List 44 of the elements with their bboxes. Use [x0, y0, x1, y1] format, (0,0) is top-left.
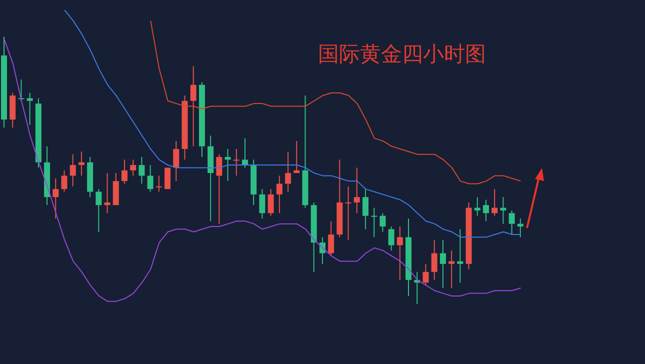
- candlestick: [362, 188, 368, 230]
- candlestick: [388, 226, 394, 252]
- candlestick: [233, 148, 240, 176]
- candlestick: [440, 239, 446, 288]
- candlestick: [517, 218, 524, 238]
- candlestick: [500, 196, 506, 224]
- candlestick: [371, 207, 378, 238]
- candlestick: [328, 220, 334, 256]
- candlestick: [345, 186, 352, 240]
- candlestick: [104, 172, 110, 214]
- candlestick: [173, 140, 180, 182]
- candlestick: [508, 210, 515, 236]
- candlestick: [130, 159, 136, 176]
- candlestick: [138, 156, 145, 184]
- candlestick: [156, 175, 162, 192]
- candlestick: [190, 66, 196, 147]
- candlestick: [147, 164, 154, 192]
- candlestick: [96, 188, 102, 232]
- candlestick: [482, 199, 489, 222]
- candlestick: [52, 178, 59, 219]
- candlestick: [61, 170, 68, 192]
- candlestick: [354, 167, 360, 214]
- candlestick: [276, 175, 282, 214]
- candlestick: [285, 151, 292, 192]
- candlestick: [268, 188, 274, 216]
- candlestick: [492, 188, 498, 216]
- candlestick: [380, 212, 386, 232]
- candlestick: [224, 148, 231, 182]
- candlestick: [78, 151, 84, 176]
- candlestick: [431, 239, 438, 280]
- candlestick: [242, 138, 248, 168]
- candlestick: [164, 167, 171, 190]
- candlestick: [121, 159, 128, 184]
- candlestick: [422, 263, 429, 286]
- candlestick: [26, 92, 33, 126]
- candlestick: [70, 154, 76, 187]
- candlestick: [216, 154, 222, 224]
- candlestick: [294, 140, 300, 174]
- candlestick: [474, 196, 480, 216]
- chart-title: 国际黄金四小时图: [318, 41, 486, 68]
- candlestick: [396, 226, 403, 280]
- candlestick: [457, 228, 464, 284]
- candlestick: [259, 188, 266, 219]
- candlestick: [448, 250, 455, 288]
